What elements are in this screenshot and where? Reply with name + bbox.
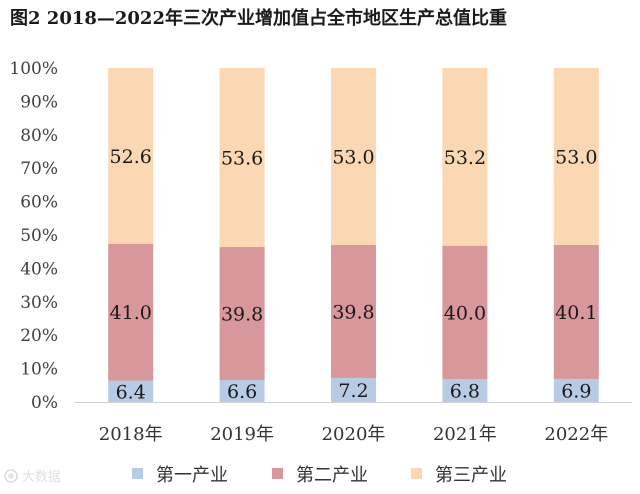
bar-segment: [108, 243, 154, 381]
y-tick-label: 80%: [20, 126, 58, 146]
watermark-text: 大数据: [22, 470, 61, 485]
x-tick-label: 2021年: [433, 424, 497, 445]
y-tick-label: 50%: [20, 226, 58, 246]
y-tick-label: 60%: [20, 193, 58, 213]
data-label: 52.6: [110, 146, 152, 168]
bar-segment: [553, 378, 599, 402]
y-axis: 0% 10% 20% 30% 40% 50% 60% 70% 80% 90% 100%: [9, 59, 58, 413]
y-tick-label: 70%: [20, 159, 58, 179]
bar-segment: [442, 245, 488, 380]
data-label: 39.8: [221, 303, 263, 325]
x-tick-label: 2022年: [544, 424, 608, 445]
bar-segment: [108, 380, 154, 402]
data-label: 7.2: [338, 380, 368, 402]
y-tick-label: 100%: [9, 59, 58, 79]
y-tick-label: 20%: [20, 326, 58, 346]
bar-segment: [442, 379, 488, 402]
x-axis: 2018年 2019年 2020年 2021年 2022年: [75, 402, 632, 445]
data-label: 40.1: [555, 302, 597, 324]
y-tick-label: 10%: [20, 360, 58, 380]
y-tick-label: 90%: [20, 92, 58, 112]
legend-label: 第二产业: [296, 465, 368, 486]
bar-segment: [331, 377, 376, 402]
data-label: 53.2: [444, 147, 486, 169]
x-tick-label: 2018年: [99, 424, 163, 445]
data-label: 40.0: [444, 302, 486, 324]
y-tick-label: 40%: [20, 259, 58, 279]
bar-segment: [331, 68, 376, 246]
legend-swatch: [132, 468, 143, 479]
legend-swatch: [411, 468, 422, 479]
data-label: 6.8: [450, 381, 480, 403]
bar-segment: [219, 68, 265, 248]
bar-segment: [219, 247, 265, 380]
data-label: 6.6: [227, 381, 257, 403]
x-tick-label: 2019年: [210, 424, 274, 445]
data-label: 53.6: [221, 148, 263, 170]
legend-label: 第一产业: [156, 465, 228, 486]
legend-label: 第三产业: [435, 465, 507, 486]
bar-segment: [108, 68, 154, 244]
x-tick-label: 2020年: [322, 424, 386, 445]
watermark-logo: 大数据: [4, 469, 61, 485]
chart-title: 图2 2018—2022年三次产业增加值占全市地区生产总值比重: [10, 7, 507, 29]
data-label: 6.4: [116, 381, 146, 403]
bars: 6.4 41.0 52.6 6.6 39.8 53.6 7.2 39.8 53.0 6.8 40.0…: [108, 68, 599, 403]
data-label: 41.0: [110, 302, 152, 324]
data-label: 53.0: [332, 147, 374, 169]
data-label: 53.0: [555, 147, 597, 169]
legend-swatch: [272, 468, 283, 479]
legend: 第一产业 第二产业 第三产业: [132, 465, 507, 486]
bar-segment: [219, 379, 265, 402]
data-label: 39.8: [332, 301, 374, 323]
bar-segment: [553, 68, 599, 246]
y-tick-label: 0%: [31, 393, 58, 413]
bar-segment: [442, 68, 488, 246]
bar-segment: [331, 245, 376, 378]
bar-segment: [553, 245, 599, 379]
y-tick-label: 30%: [20, 293, 58, 313]
data-label: 6.9: [561, 380, 591, 402]
